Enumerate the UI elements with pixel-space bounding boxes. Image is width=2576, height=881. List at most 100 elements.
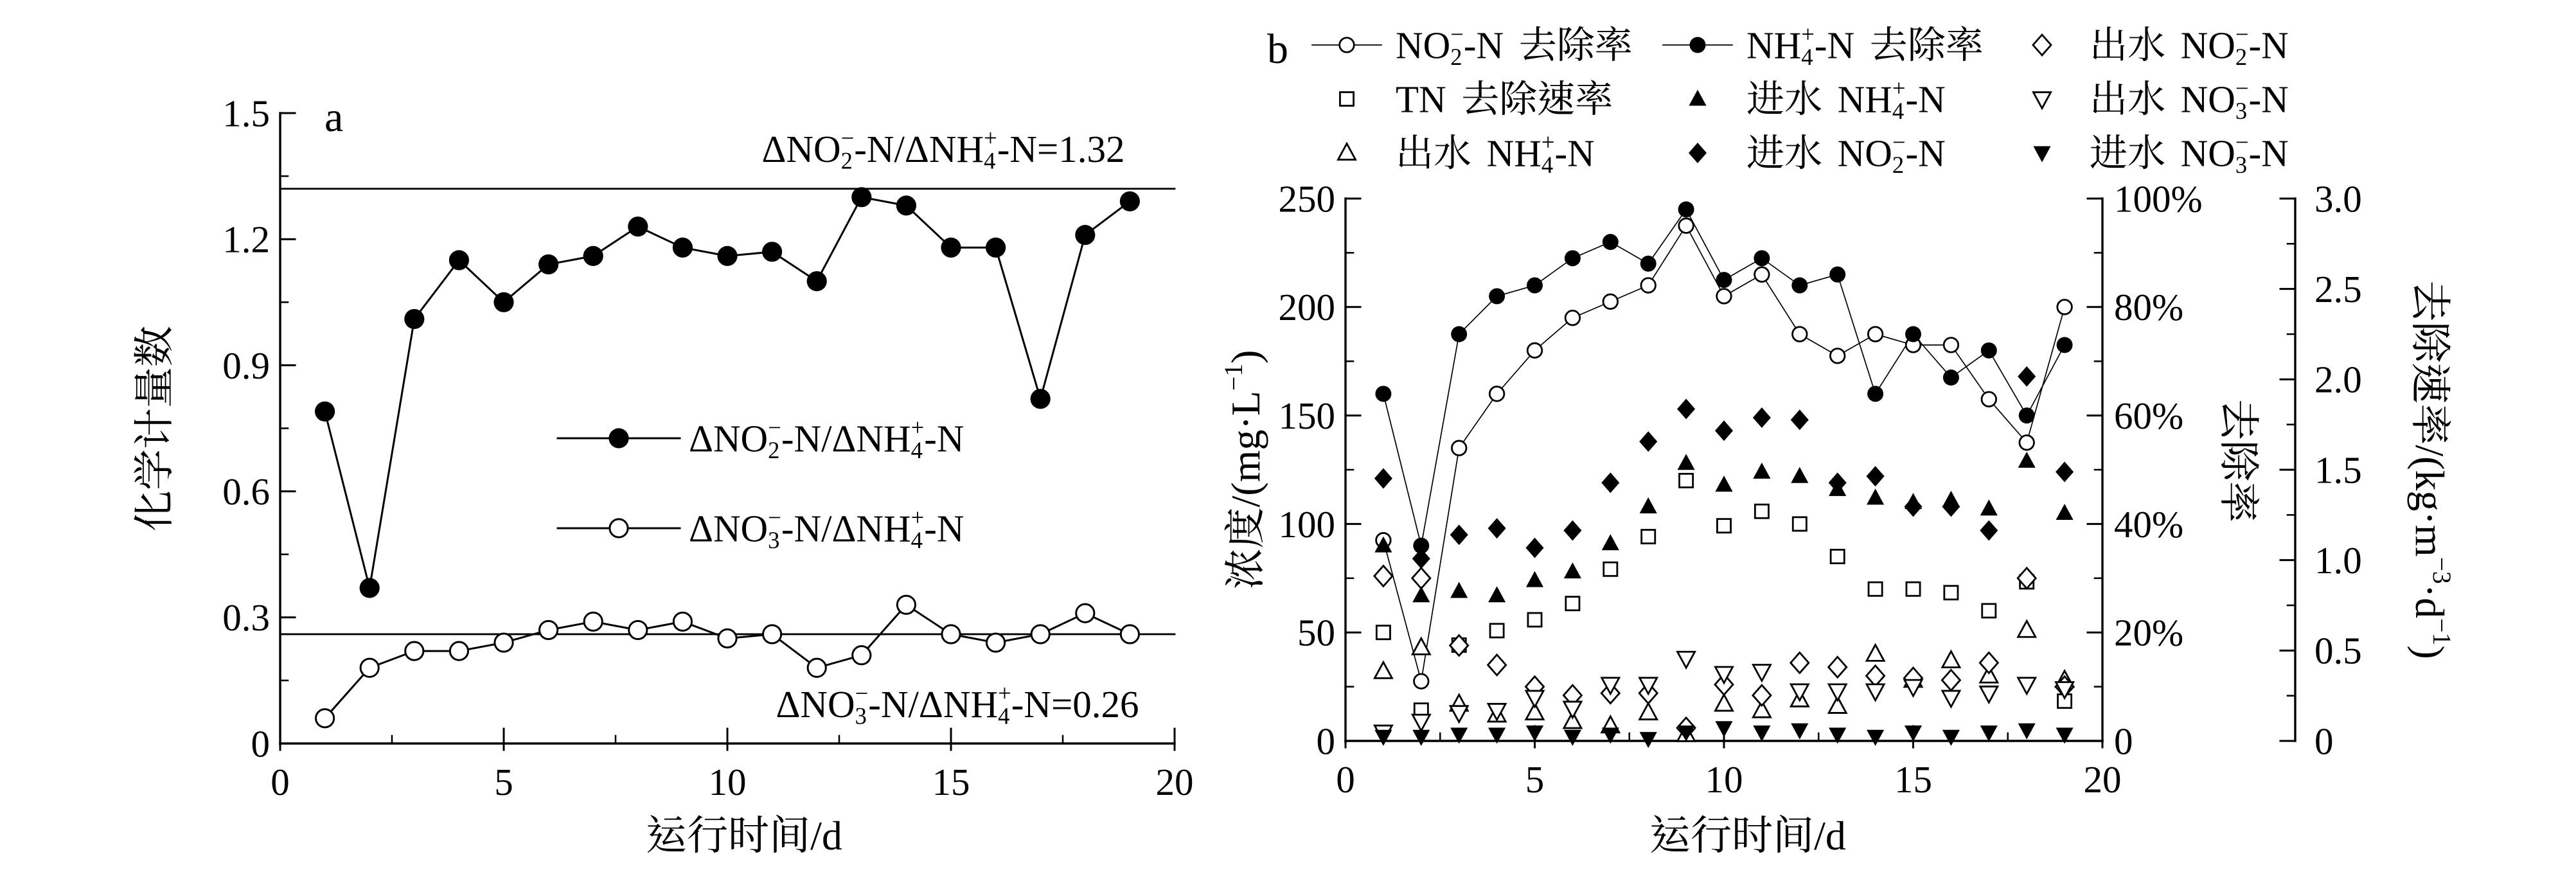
text-run: − [1892,129,1906,156]
text-run: -N [924,417,964,459]
cjk-char [1520,26,1556,61]
rate-tick-label: 2.5 [2314,268,2362,310]
text-run: -N=1.32 [997,128,1125,170]
legend-label: NO 2− -N [1396,21,1631,70]
marker [2018,434,2035,451]
series-dno2-dnh4 [315,187,1140,598]
cjk-char [688,815,727,853]
marker [1827,655,1848,679]
text-run: 150 [1279,395,1336,437]
marker [1754,250,1770,267]
y-tick-label: 0 [251,722,271,765]
marker [359,657,380,678]
marker [1791,723,1809,740]
marker [1030,624,1051,645]
x-axis-label: /d [647,813,842,859]
marker [2018,451,2036,468]
marker [1714,693,1734,712]
marker [717,628,738,649]
marker [1601,727,1619,744]
text-run: 3.0 [2314,177,2362,220]
marker [1525,571,1544,587]
y-axis-label [134,326,172,530]
text-run: 0 [2314,720,2334,762]
marker [493,632,514,653]
marker [1564,250,1581,267]
marker [1751,664,1772,683]
legend-item: NH 4+ -N [1337,129,1595,178]
marker [1639,431,1658,452]
marker [1030,389,1051,409]
marker [2056,504,2074,520]
text-run: 2 [1450,44,1462,70]
marker [1714,420,1734,441]
marker [1412,586,1430,603]
text-run: 4 [911,527,923,553]
cjk-char [1434,134,1471,170]
marker [2056,461,2074,483]
left-tick-label: 250 [1279,177,1336,220]
x-tick-label: 0 [1336,758,1355,801]
text-run: −3 [2428,557,2456,584]
marker [1980,725,1998,742]
marker [1942,337,1960,353]
cjk-char [1596,26,1631,61]
marker [1488,518,1506,539]
text-run: 4 [911,437,923,463]
text-run: /d [1814,813,1846,859]
marker [1525,537,1544,558]
marker [1790,409,1809,431]
text-run: 1.0 [2314,539,2362,582]
rate-tick-label: 2.0 [2314,359,2362,401]
text-run: 2 [1892,152,1904,178]
axes [279,112,1176,751]
reference-line-label: ΔNO 3− -N/ΔNH 4+ -N=0.26 [776,680,1139,729]
marker [1829,348,1846,364]
text-run: 10 [1705,758,1743,801]
marker [1980,391,1997,407]
marker [717,245,738,266]
cjk-char [731,815,768,853]
cjk-char [1399,134,1431,169]
cjk-char [134,492,172,530]
text-run: 5 [494,761,513,803]
marker [1752,407,1771,428]
left-tick-label: 100 [1279,503,1336,546]
marker [1448,634,1470,657]
marker [2016,619,2038,638]
marker [1714,666,1734,685]
legend-item: NO 2− -N [2032,21,2289,70]
marker [1119,624,1141,645]
marker [1829,266,1846,283]
marker [896,594,917,615]
marker [1943,585,1959,601]
marker [941,237,961,258]
text-run: a [324,94,343,141]
marker [1450,582,1468,598]
cjk-char [134,368,171,406]
legend-item: NO 3− -N [2032,75,2289,124]
marker [1941,649,1962,668]
percent-tick-label: 60% [2114,395,2183,437]
text-run: 0.3 [222,596,270,639]
percent-tick-label: 40% [2114,503,2183,546]
cjk-char [1576,80,1612,115]
cjk-char [1691,815,1731,853]
marker [1639,732,1657,749]
cjk-char [2413,282,2451,320]
legend-marker [1338,37,1355,53]
marker [1867,326,1884,343]
legend-label: NH 4+ -N [1747,75,1946,124]
marker [1486,702,1507,722]
marker [1942,496,1960,517]
text-run: 250 [1279,177,1336,220]
rate-tick-label: 1.0 [2314,539,2362,582]
text-run: -N [1905,132,1945,174]
marker [806,657,827,678]
marker [806,271,827,292]
left-tick-label: 50 [1297,612,1335,654]
cjk-char [2221,400,2259,439]
cjk-char [2221,483,2260,521]
